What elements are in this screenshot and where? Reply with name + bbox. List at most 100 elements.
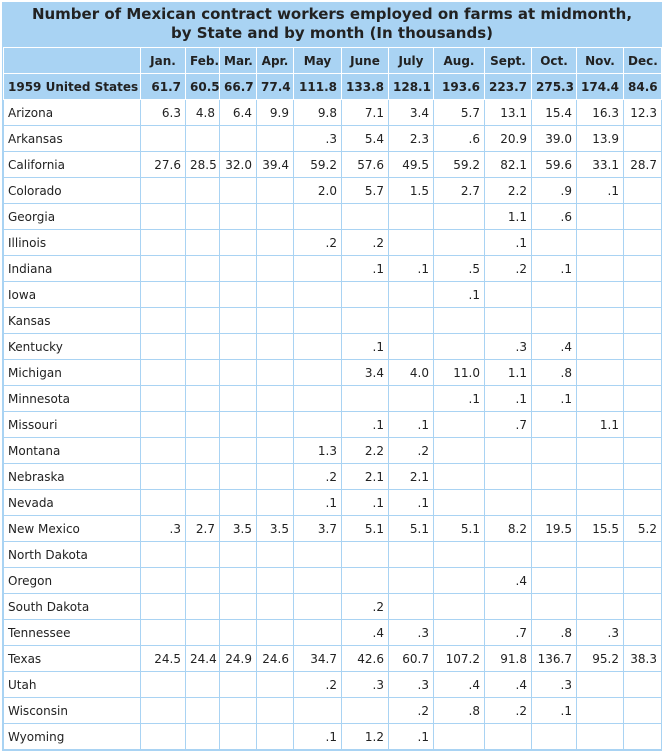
value-cell (623, 125, 662, 152)
value-cell: 2.7 (185, 515, 220, 542)
value-cell (219, 697, 257, 724)
value-cell: .2 (341, 229, 389, 256)
value-cell (293, 307, 342, 334)
value-cell: .1 (531, 255, 577, 282)
value-cell: 1.1 (484, 359, 532, 386)
value-cell (623, 437, 662, 464)
value-cell: .2 (293, 671, 342, 698)
month-header: May (293, 47, 342, 74)
value-cell (531, 593, 577, 620)
value-cell (293, 411, 342, 438)
state-row: Wyoming .1 1.2.1 (3, 723, 662, 750)
value-cell (623, 697, 662, 724)
value-cell (185, 203, 220, 230)
value-cell (623, 671, 662, 698)
value-cell: 60.7 (388, 645, 434, 672)
value-cell (484, 281, 532, 308)
title-block: Number of Mexican contract workers emplo… (3, 3, 661, 47)
value-cell: .3 (388, 619, 434, 646)
row-label: Nevada (3, 489, 141, 516)
value-cell (293, 203, 342, 230)
value-cell (256, 671, 294, 698)
value-cell (185, 385, 220, 412)
value-cell (623, 229, 662, 256)
month-header: Aug. (433, 47, 485, 74)
value-cell (185, 411, 220, 438)
total-cell: 84.6 (623, 73, 662, 100)
value-cell (293, 619, 342, 646)
value-cell (256, 203, 294, 230)
value-cell: .2 (484, 697, 532, 724)
value-cell: 19.5 (531, 515, 577, 542)
value-cell (185, 463, 220, 490)
value-cell (293, 333, 342, 360)
total-cell: 61.7 (140, 73, 186, 100)
value-cell (140, 671, 186, 698)
value-cell (219, 229, 257, 256)
value-cell: 9.8 (293, 99, 342, 126)
value-cell (576, 359, 624, 386)
value-cell: .7 (484, 619, 532, 646)
value-cell (531, 489, 577, 516)
state-row: Michigan 3.4 4.0 11.0 1.1.8 (3, 359, 662, 386)
value-cell: 20.9 (484, 125, 532, 152)
value-cell (388, 333, 434, 360)
value-cell: .3 (293, 125, 342, 152)
value-cell (140, 463, 186, 490)
value-cell: .1 (484, 385, 532, 412)
value-cell (388, 203, 434, 230)
value-cell (388, 281, 434, 308)
value-cell: 24.9 (219, 645, 257, 672)
row-label: Iowa (3, 281, 141, 308)
total-cell: 133.8 (341, 73, 389, 100)
value-cell (623, 255, 662, 282)
value-cell: 91.8 (484, 645, 532, 672)
value-cell: 1.1 (484, 203, 532, 230)
value-cell: 12.3 (623, 99, 662, 126)
value-cell (185, 723, 220, 750)
value-cell (185, 307, 220, 334)
value-cell (256, 567, 294, 594)
value-cell (433, 567, 485, 594)
value-cell (433, 411, 485, 438)
value-cell (341, 281, 389, 308)
value-cell (256, 593, 294, 620)
total-cell: 77.4 (256, 73, 294, 100)
value-cell (219, 333, 257, 360)
value-cell: .1 (341, 255, 389, 282)
row-label: Minnesota (3, 385, 141, 412)
value-cell (185, 489, 220, 516)
value-cell (219, 411, 257, 438)
value-cell: .1 (341, 411, 389, 438)
row-label: Wisconsin (3, 697, 141, 724)
value-cell: 5.4 (341, 125, 389, 152)
value-cell (576, 385, 624, 412)
row-label (3, 47, 141, 74)
value-cell: .6 (531, 203, 577, 230)
row-label: North Dakota (3, 541, 141, 568)
state-row: Arizona 6.3 4.8 6.4 9.9 9.8 7.1 3.4 5.7 13.1 15.4 1… (3, 99, 662, 126)
value-cell (185, 593, 220, 620)
value-cell: .1 (293, 489, 342, 516)
row-label: Georgia (3, 203, 141, 230)
total-cell: 111.8 (293, 73, 342, 100)
value-cell (576, 489, 624, 516)
value-cell (185, 697, 220, 724)
value-cell: 28.5 (185, 151, 220, 178)
value-cell (185, 229, 220, 256)
value-cell (433, 437, 485, 464)
value-cell (623, 541, 662, 568)
value-cell (293, 255, 342, 282)
value-cell: 5.1 (433, 515, 485, 542)
value-cell (388, 385, 434, 412)
value-cell: .3 (140, 515, 186, 542)
value-cell: 5.1 (388, 515, 434, 542)
month-header: June (341, 47, 389, 74)
value-cell (140, 593, 186, 620)
row-label: Montana (3, 437, 141, 464)
value-cell (140, 619, 186, 646)
value-cell (623, 463, 662, 490)
value-cell: 2.1 (388, 463, 434, 490)
value-cell: 2.7 (433, 177, 485, 204)
